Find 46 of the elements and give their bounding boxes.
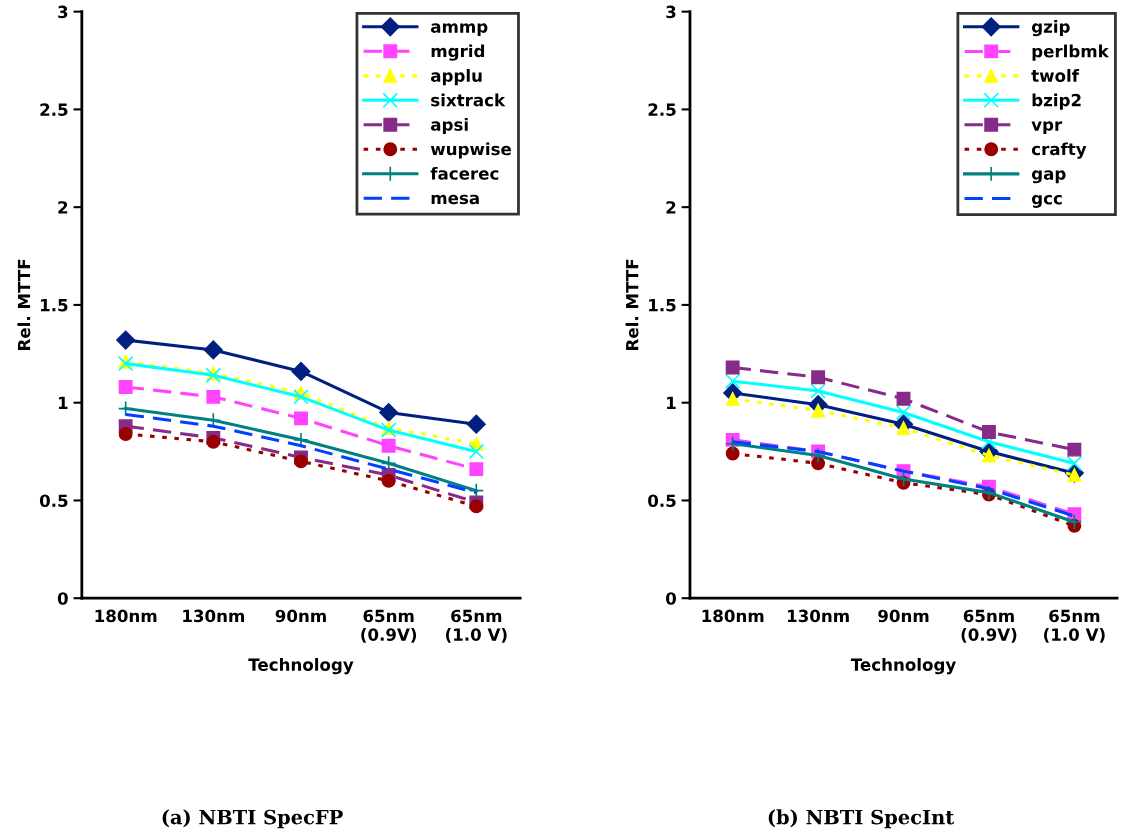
x-axis-title: Technology (248, 658, 354, 675)
y-tick-label: 0.5 (648, 494, 676, 508)
x-tick-label: 130nm (787, 609, 849, 623)
y-tick-label: 0 (665, 592, 676, 605)
legend-label: perlbmk (1032, 44, 1110, 61)
y-tick-label: 0.5 (39, 494, 68, 508)
legend-label: gzip (1031, 19, 1070, 37)
legend-label: bzip2 (1032, 93, 1081, 110)
y-tick-label: 1.5 (649, 299, 676, 312)
x-tick-label: 180nm (702, 609, 764, 623)
legend-label: ammp (431, 23, 488, 37)
x-tick-label: 65nm (1.0 V) (1044, 609, 1105, 643)
text: (b) NBTI SpecInt (768, 809, 955, 829)
x-axis-title: Technology (850, 658, 956, 675)
y-tick-label: 1 (667, 396, 676, 410)
legend-label: crafty (1031, 142, 1087, 159)
y-tick-label: 3 (666, 5, 676, 19)
y-tick-label: 0 (57, 592, 68, 605)
legend-label: applu (431, 69, 482, 86)
y-tick-label: 2 (58, 201, 68, 214)
x-tick-label: 90nm (878, 609, 929, 623)
y-tick-label: 2.5 (40, 103, 68, 116)
legend-label: twolf (1031, 69, 1080, 82)
legend-label: vpr (1031, 121, 1063, 135)
legend-label: gap (1031, 170, 1066, 184)
legend-label: sixtrack (431, 93, 506, 107)
y-tick-label: 1 (58, 396, 68, 410)
legend-label: wupwise (430, 142, 511, 159)
y-tick-label: 2.5 (648, 103, 676, 116)
x-tick-label: 65nm (1.0 V) (446, 609, 507, 643)
y-tick-label: 3 (58, 5, 68, 19)
legend-label: facerec (430, 166, 499, 180)
y-tick-label: 1.5 (41, 299, 68, 312)
legend-label: mesa (431, 194, 479, 205)
y-tick-label: 2 (666, 201, 676, 214)
x-tick-label: 90nm (275, 609, 326, 623)
x-tick-label: 65nm (0.9V) (961, 609, 1017, 643)
legend-label: gcc (1031, 194, 1062, 208)
y-axis-title: Rel. MTTF (17, 259, 31, 350)
x-tick-label: 65nm (0.9V) (361, 609, 417, 643)
legend-label: mgrid (431, 44, 485, 61)
text: (a) NBTI SpecFP (162, 809, 343, 829)
x-tick-label: 130nm (183, 609, 245, 623)
legend-label: apsi (431, 117, 468, 135)
y-axis-title: Rel. MTTF (625, 259, 639, 350)
x-tick-label: 180nm (95, 609, 157, 623)
